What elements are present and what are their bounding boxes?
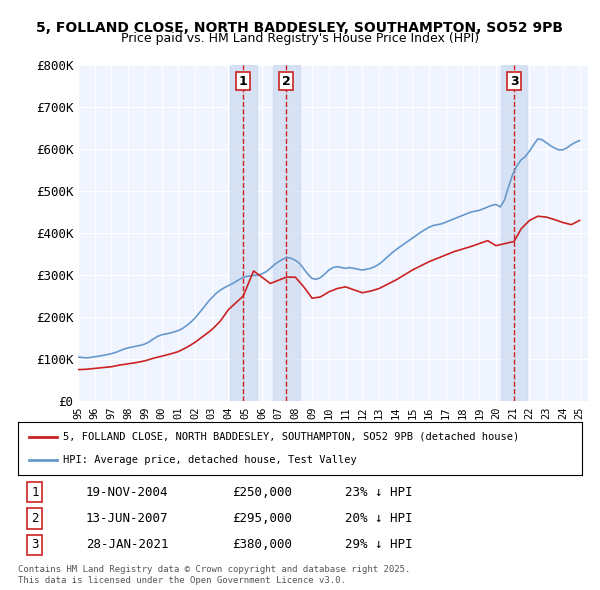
Text: 2: 2 bbox=[282, 75, 290, 88]
Text: 3: 3 bbox=[510, 75, 518, 88]
Text: 3: 3 bbox=[31, 538, 38, 551]
Bar bbox=[230, 65, 257, 401]
Text: Contains HM Land Registry data © Crown copyright and database right 2025.
This d: Contains HM Land Registry data © Crown c… bbox=[18, 565, 410, 585]
Text: 5, FOLLAND CLOSE, NORTH BADDESLEY, SOUTHAMPTON, SO52 9PB (detached house): 5, FOLLAND CLOSE, NORTH BADDESLEY, SOUTH… bbox=[63, 432, 520, 442]
Text: £295,000: £295,000 bbox=[232, 512, 292, 525]
Text: £250,000: £250,000 bbox=[232, 486, 292, 499]
Text: 29% ↓ HPI: 29% ↓ HPI bbox=[345, 538, 413, 551]
Text: HPI: Average price, detached house, Test Valley: HPI: Average price, detached house, Test… bbox=[63, 455, 357, 465]
Text: £380,000: £380,000 bbox=[232, 538, 292, 551]
Bar bbox=[273, 65, 299, 401]
Text: 20% ↓ HPI: 20% ↓ HPI bbox=[345, 512, 413, 525]
Text: 5, FOLLAND CLOSE, NORTH BADDESLEY, SOUTHAMPTON, SO52 9PB: 5, FOLLAND CLOSE, NORTH BADDESLEY, SOUTH… bbox=[37, 21, 563, 35]
Text: 19-NOV-2004: 19-NOV-2004 bbox=[86, 486, 168, 499]
Text: 1: 1 bbox=[239, 75, 248, 88]
Bar bbox=[501, 65, 527, 401]
Text: 2: 2 bbox=[31, 512, 38, 525]
Text: Price paid vs. HM Land Registry's House Price Index (HPI): Price paid vs. HM Land Registry's House … bbox=[121, 32, 479, 45]
Text: 1: 1 bbox=[31, 486, 38, 499]
Text: 28-JAN-2021: 28-JAN-2021 bbox=[86, 538, 168, 551]
Text: 13-JUN-2007: 13-JUN-2007 bbox=[86, 512, 168, 525]
Text: 23% ↓ HPI: 23% ↓ HPI bbox=[345, 486, 413, 499]
